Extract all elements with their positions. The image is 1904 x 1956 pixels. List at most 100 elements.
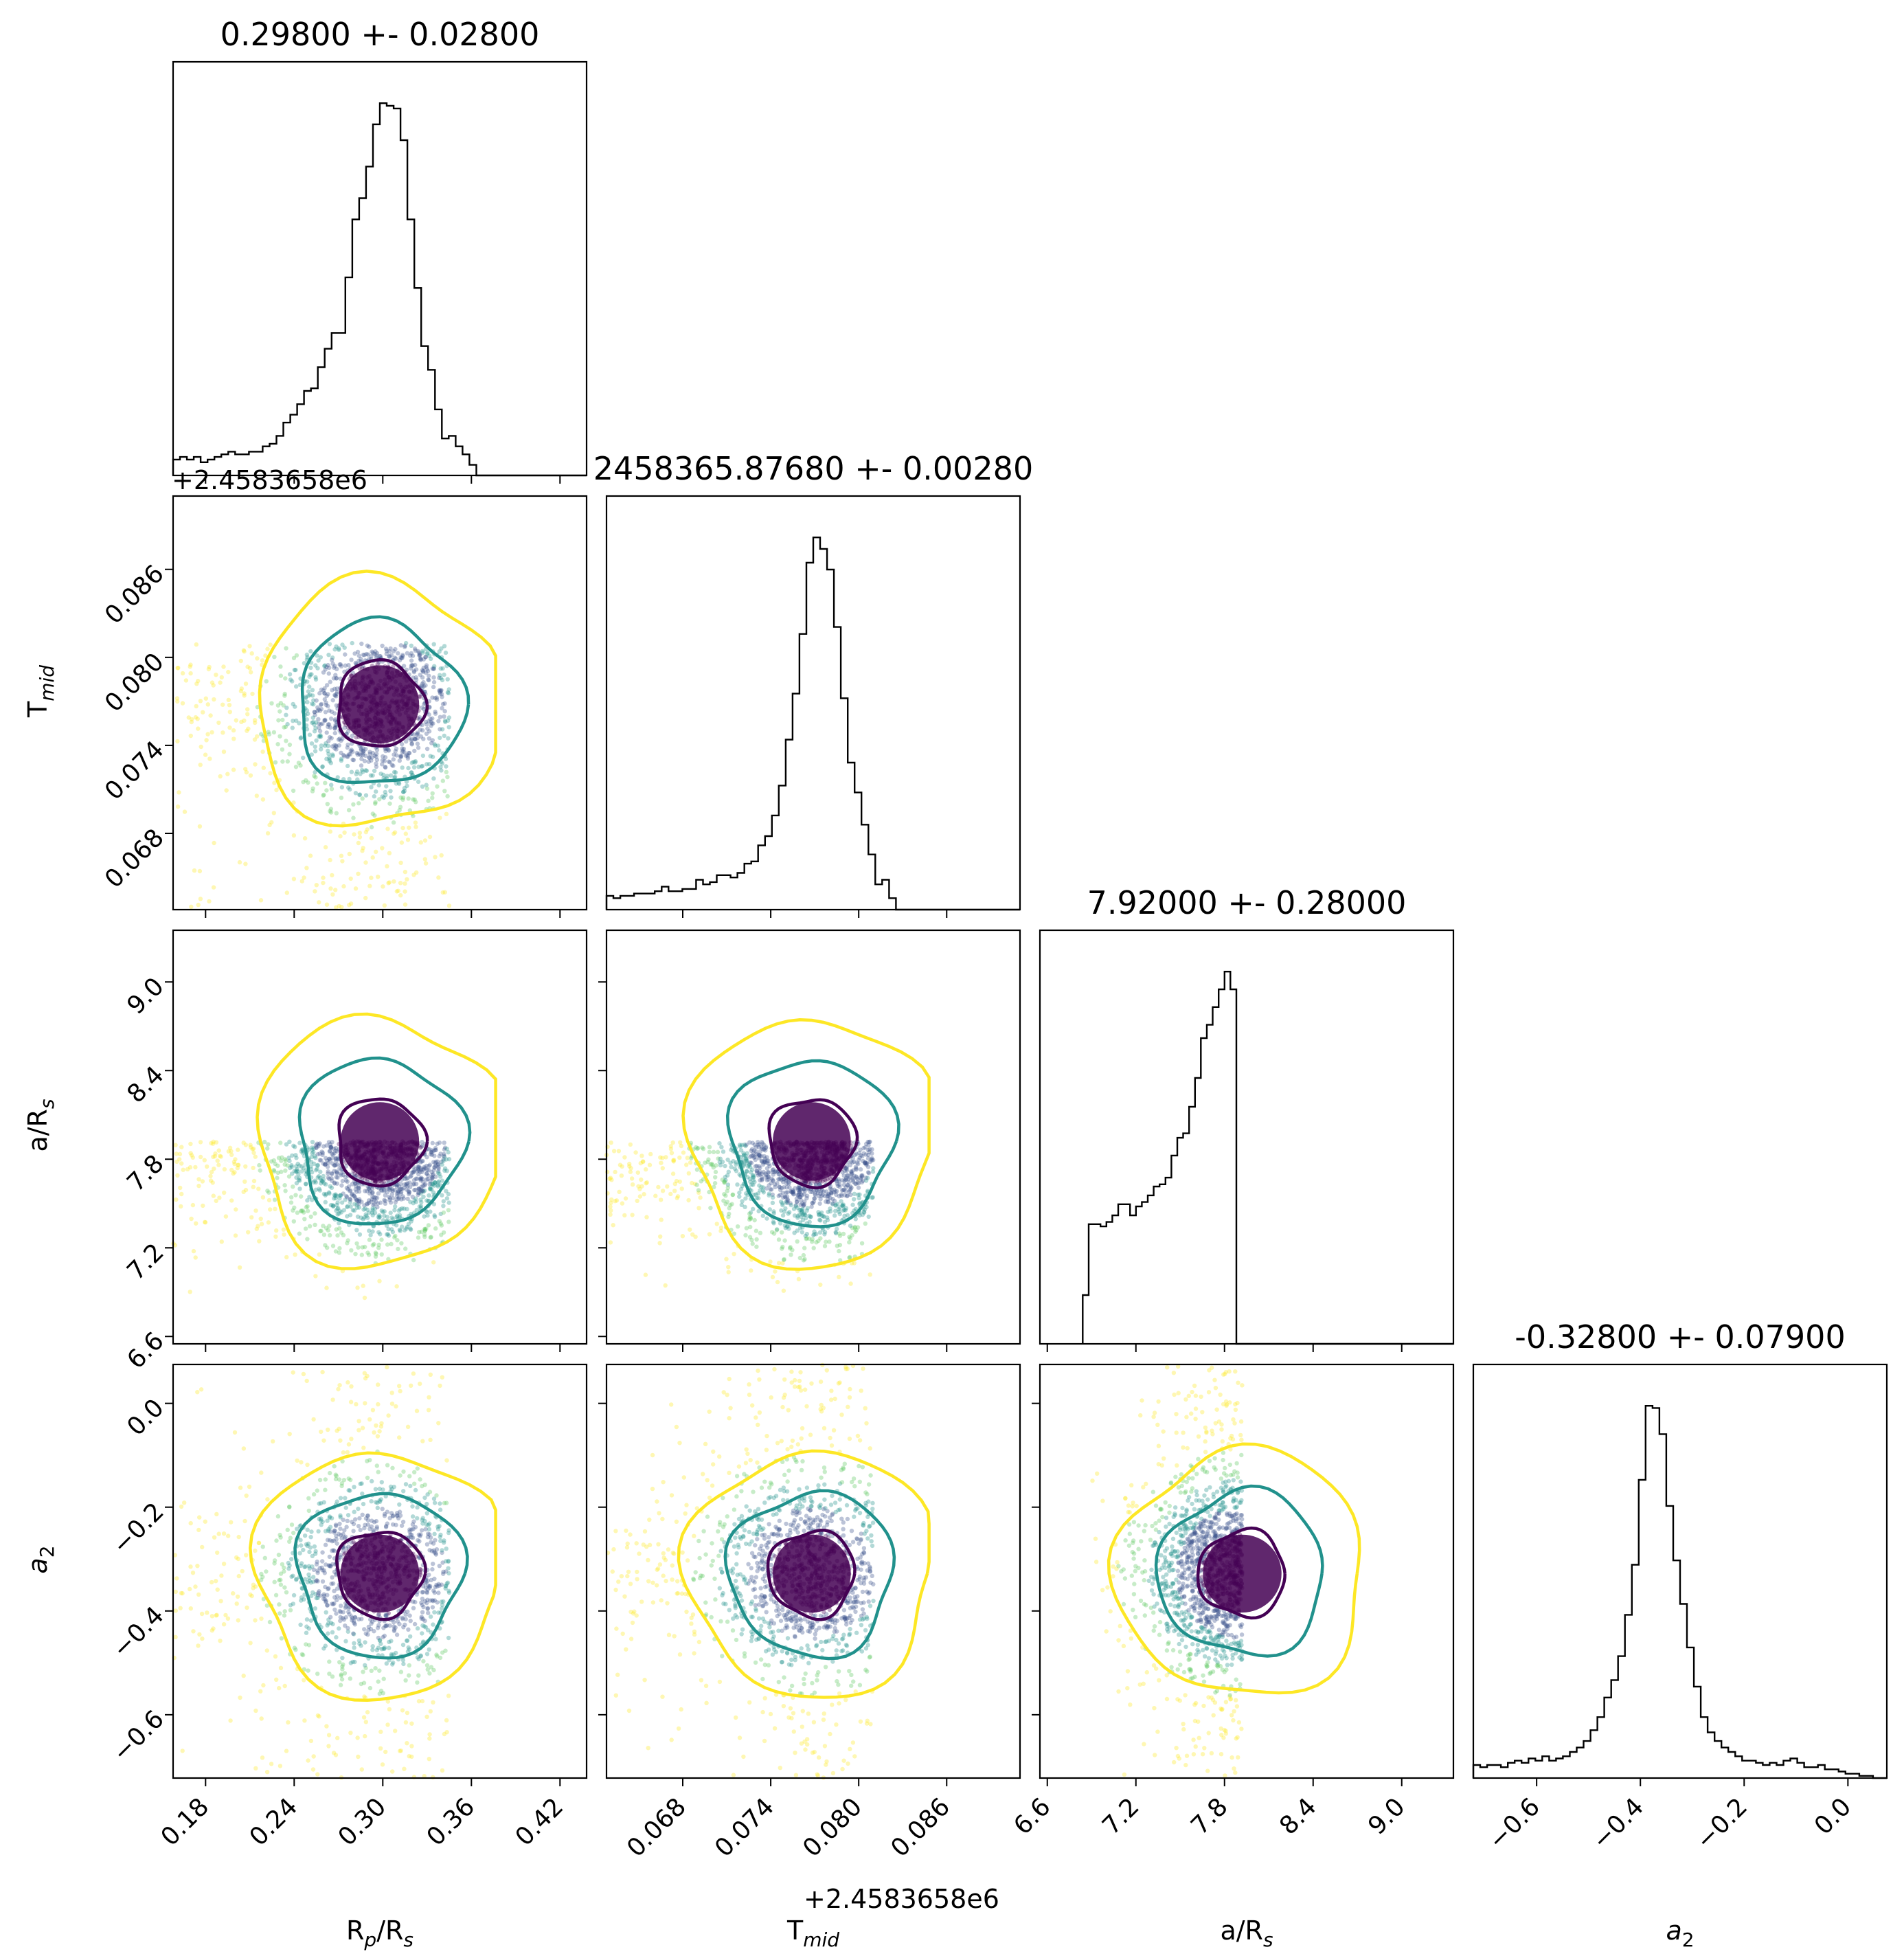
scatter-point bbox=[411, 873, 416, 877]
scatter-point bbox=[361, 749, 366, 754]
scatter-point bbox=[293, 765, 299, 769]
scatter-point bbox=[372, 1430, 376, 1435]
scatter-point bbox=[361, 846, 365, 851]
scatter-point bbox=[438, 765, 443, 769]
scatter-point bbox=[854, 1174, 859, 1179]
scatter-point bbox=[373, 1195, 378, 1200]
scatter-point bbox=[177, 1151, 183, 1157]
scatter-point bbox=[329, 1171, 334, 1176]
scatter-point bbox=[412, 748, 417, 754]
scatter-point bbox=[394, 1215, 399, 1219]
scatter-point bbox=[229, 1152, 234, 1158]
scatter-point bbox=[327, 1156, 332, 1162]
scatter-point bbox=[323, 1162, 328, 1167]
scatter-point bbox=[424, 1177, 429, 1182]
scatter-point bbox=[311, 1146, 316, 1151]
scatter-point bbox=[377, 797, 382, 802]
scatter-point bbox=[259, 1470, 264, 1475]
scatter-point bbox=[323, 1477, 328, 1482]
scatter-point bbox=[260, 1195, 266, 1200]
scatter-point bbox=[185, 1167, 190, 1172]
scatter-point bbox=[354, 750, 359, 756]
scatter-point bbox=[339, 664, 344, 668]
scatter-point bbox=[428, 717, 433, 721]
scatter-point bbox=[608, 1176, 613, 1180]
scatter-point bbox=[427, 673, 431, 678]
scatter-point bbox=[863, 1160, 868, 1165]
scatter-point bbox=[616, 1149, 622, 1154]
scatter-point bbox=[339, 1536, 344, 1541]
scatter-point bbox=[432, 1214, 438, 1219]
scatter-point bbox=[410, 663, 415, 668]
scatter-point bbox=[181, 1167, 185, 1172]
scatter-point bbox=[609, 1200, 613, 1205]
scatter-point bbox=[628, 1169, 633, 1174]
scatter-point bbox=[357, 792, 363, 797]
scatter-point bbox=[419, 684, 424, 688]
scatter-point bbox=[675, 1195, 679, 1201]
scatter-point bbox=[376, 1191, 381, 1196]
scatter-point bbox=[431, 1622, 435, 1627]
scatter-point bbox=[299, 1595, 304, 1600]
scatter-point bbox=[175, 666, 180, 671]
scatter-point bbox=[370, 811, 375, 816]
scatter-point bbox=[754, 1237, 759, 1242]
scatter-point bbox=[442, 1151, 446, 1157]
scatter-point bbox=[420, 728, 425, 733]
scatter-point bbox=[403, 902, 408, 907]
scatter-point bbox=[342, 830, 347, 835]
scatter-point bbox=[427, 1163, 431, 1169]
scatter-point bbox=[800, 1230, 805, 1235]
scatter-point bbox=[376, 1230, 381, 1235]
scatter-point bbox=[440, 695, 444, 699]
scatter-point bbox=[312, 710, 317, 715]
scatter-point bbox=[856, 1161, 861, 1167]
scatter-point bbox=[776, 1261, 782, 1266]
scatter-point bbox=[752, 1143, 757, 1147]
scatter-point bbox=[258, 1216, 263, 1222]
scatter-point bbox=[409, 658, 414, 663]
scatter-point bbox=[749, 1160, 754, 1165]
scatter-point bbox=[382, 1189, 387, 1193]
scatter-point bbox=[811, 1246, 816, 1250]
scatter-point bbox=[283, 1168, 288, 1173]
scatter-point bbox=[786, 1211, 791, 1216]
scatter-point bbox=[614, 1198, 620, 1203]
scatter-point bbox=[317, 1151, 322, 1156]
scatter-point bbox=[304, 695, 308, 699]
scatter-point bbox=[843, 1177, 848, 1182]
scatter-point bbox=[415, 736, 420, 741]
scatter-point bbox=[297, 1187, 302, 1191]
scatter-point bbox=[218, 774, 223, 779]
scatter-point bbox=[262, 1139, 267, 1145]
scatter-point bbox=[346, 1184, 352, 1189]
scatter-point bbox=[365, 1215, 370, 1220]
scatter-point bbox=[212, 1166, 216, 1171]
scatter-point bbox=[317, 1141, 322, 1146]
scatter-point bbox=[326, 1427, 330, 1432]
scatter-point bbox=[194, 682, 199, 686]
scatter-point bbox=[332, 1151, 337, 1156]
scatter-point bbox=[416, 1673, 421, 1678]
scatter-point bbox=[243, 1164, 248, 1169]
scatter-point bbox=[386, 1233, 392, 1238]
scatter-point bbox=[209, 680, 215, 685]
scatter-point bbox=[758, 1149, 762, 1154]
scatter-point bbox=[707, 1149, 712, 1155]
scatter-point bbox=[848, 1162, 853, 1168]
scatter-point bbox=[438, 1383, 442, 1389]
scatter-point bbox=[409, 770, 414, 775]
scatter-point bbox=[367, 755, 372, 761]
scatter-point bbox=[439, 1223, 444, 1228]
scatter-point bbox=[635, 1170, 640, 1175]
scatter-point bbox=[424, 786, 430, 791]
scatter-point bbox=[350, 749, 355, 754]
scatter-point bbox=[382, 1213, 387, 1218]
scatter-point bbox=[389, 1241, 394, 1247]
scatter-point bbox=[372, 651, 377, 657]
scatter-point bbox=[771, 1219, 776, 1224]
scatter-point bbox=[250, 691, 255, 697]
scatter-point bbox=[773, 1269, 778, 1274]
scatter-point bbox=[413, 760, 418, 765]
scatter-point bbox=[289, 1162, 294, 1168]
